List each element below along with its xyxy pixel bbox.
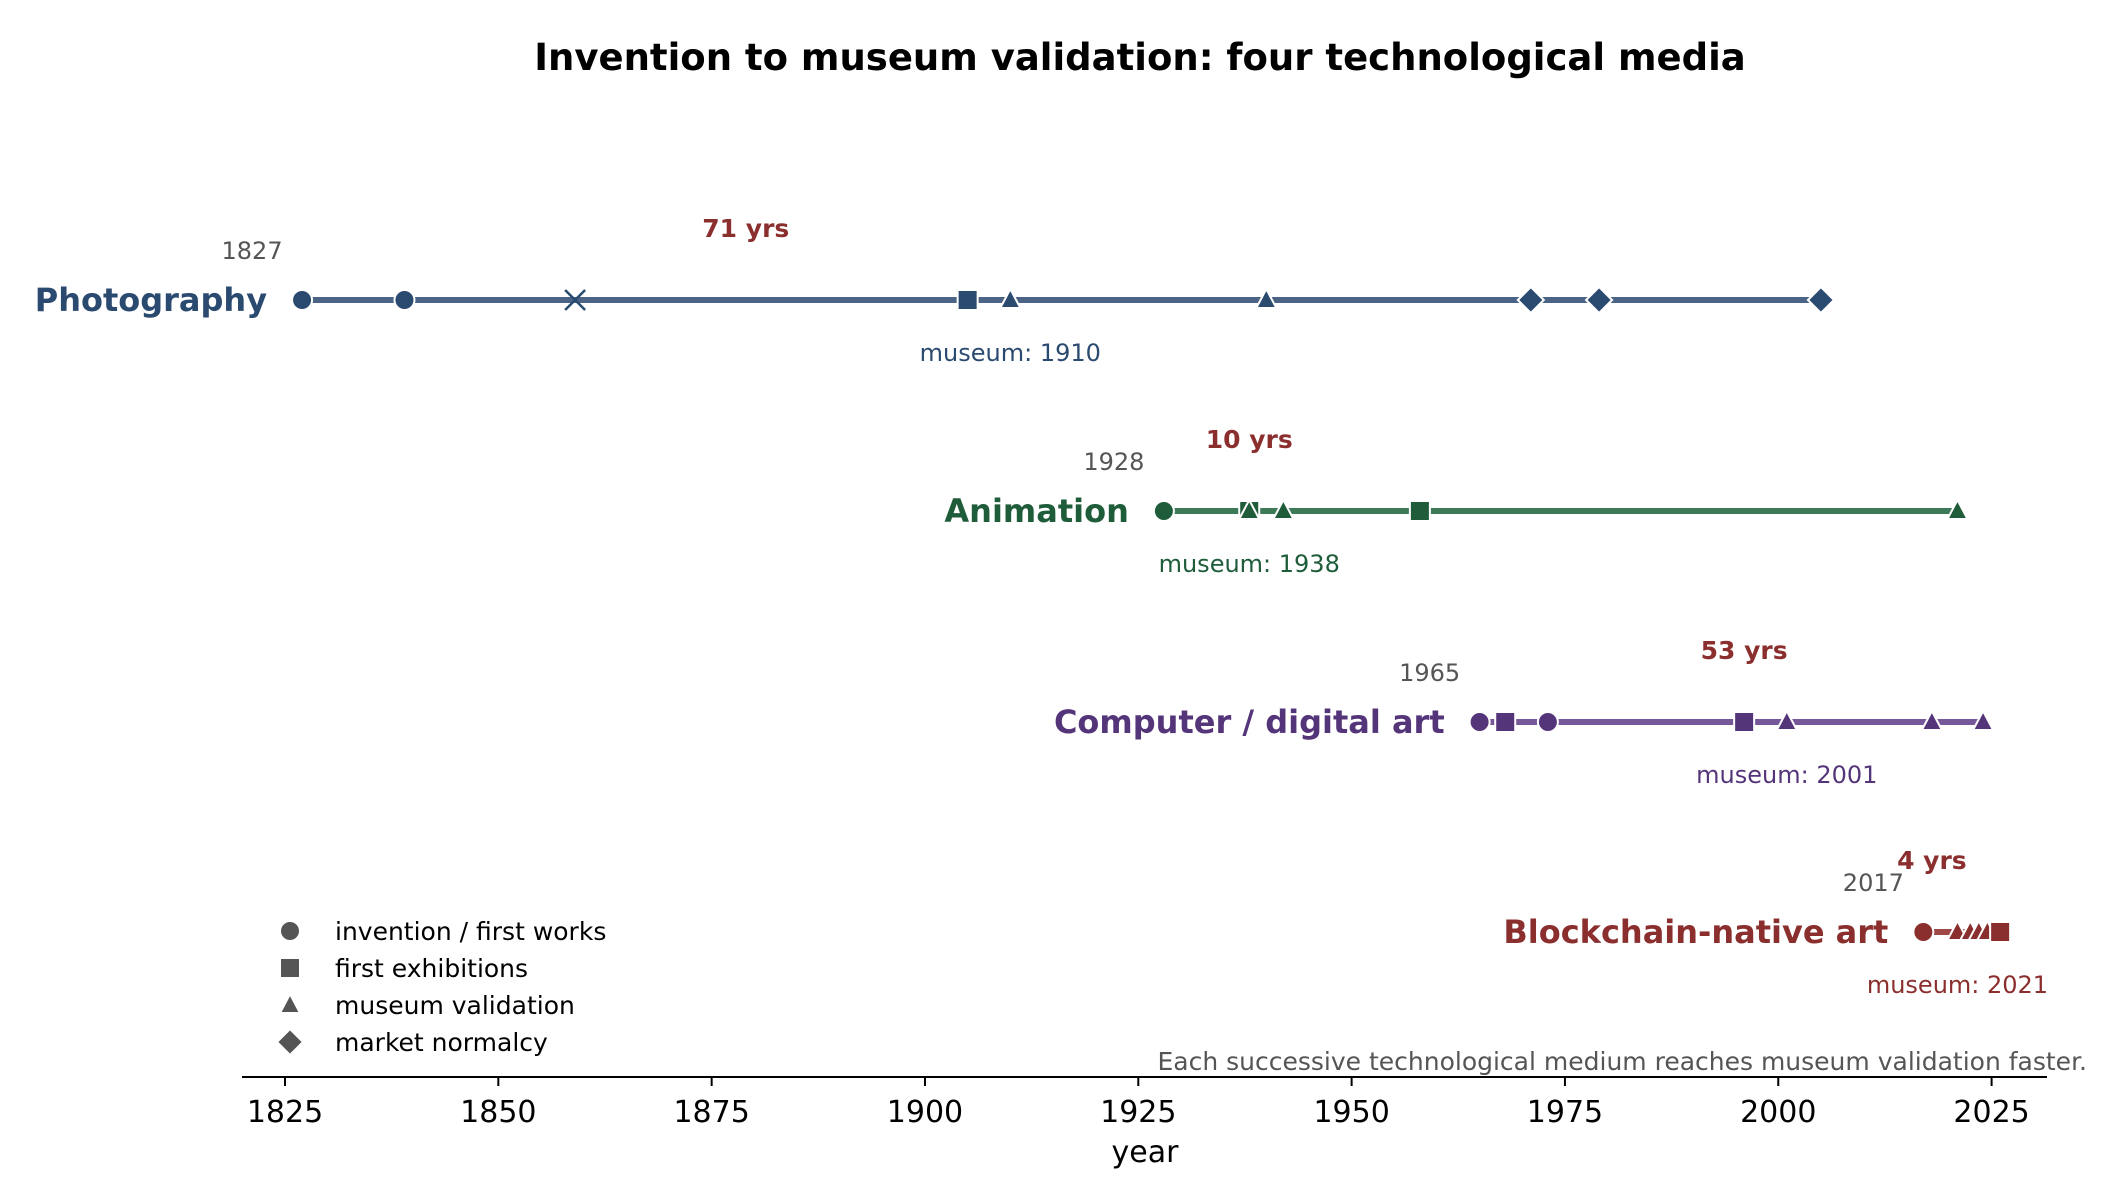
lane-name-label: Animation [944, 492, 1128, 530]
x-tick-label: 1950 [1313, 1095, 1389, 1130]
legend-item-market-normalcy: market normalcy [275, 1027, 548, 1057]
legend-item-first-exhibitions: first exhibitions [279, 954, 528, 983]
triangle-marker [1775, 708, 1799, 731]
gap-years-label: 10 yrs [1206, 425, 1293, 454]
square-marker [1494, 711, 1517, 733]
square-marker [1408, 500, 1431, 522]
start-year-label: 1965 [1399, 659, 1460, 687]
x-tick-label: 1925 [1100, 1095, 1176, 1130]
legend-item-museum-validation: museum validation [278, 991, 575, 1020]
triangle-marker [1237, 497, 1261, 520]
museum-year-label: museum: 1910 [920, 339, 1101, 367]
legend-label: market normalcy [335, 1028, 548, 1057]
x-tick-label: 1850 [460, 1095, 536, 1130]
chart-title: Invention to museum validation: four tec… [534, 36, 1745, 79]
legend-circle-marker [279, 920, 301, 942]
legend-diamond-marker [275, 1027, 305, 1057]
museum-year-label: museum: 2021 [1867, 971, 2048, 999]
triangle-marker [1971, 708, 1995, 731]
x-tick-label: 1900 [887, 1095, 963, 1130]
start-year-label: 2017 [1843, 869, 1904, 897]
museum-year-label: museum: 1938 [1159, 550, 1340, 578]
gap-years-label: 71 yrs [702, 214, 789, 243]
x-tick-label: 2025 [1953, 1095, 2029, 1130]
triangle-marker [1920, 708, 1944, 731]
lanes-layer: Photography 1827 71 yrs museum: 1910 Animati… [35, 214, 2048, 999]
circle-marker [1912, 921, 1935, 943]
diamond-marker [1516, 285, 1546, 315]
x-axis-ticks: 1825 1850 1875 1900 1925 1950 1975 2000 2025 [247, 1077, 2030, 1130]
diamond-marker [1806, 285, 1836, 315]
lane-name-label: Blockchain-native art [1503, 913, 1888, 951]
x-tick-label: 1825 [247, 1095, 323, 1130]
circle-marker [1536, 711, 1559, 733]
lane-photography: Photography 1827 71 yrs museum: 1910 [35, 214, 1836, 367]
legend-item-invention-first-works: invention / first works [279, 917, 606, 946]
square-marker [1733, 711, 1756, 733]
triangle-marker [1945, 497, 1970, 520]
legend-label: first exhibitions [335, 954, 528, 983]
triangle-marker [1254, 286, 1278, 309]
lane-animation: Animation 1928 10 yrs museum: 1938 [944, 425, 1970, 578]
x-axis-label: year [1112, 1135, 1180, 1170]
gap-years-label: 4 yrs [1897, 846, 1967, 875]
lane-computer-digital-art: Computer / digital art 1965 53 yrs museum: … [1054, 636, 1995, 789]
diamond-marker [1584, 285, 1614, 315]
x-marker [564, 289, 587, 311]
triangle-marker [998, 286, 1022, 309]
circle-marker [291, 289, 314, 311]
circle-marker [393, 289, 416, 311]
legend-label: museum validation [335, 991, 575, 1020]
x-axis: 1825 1850 1875 1900 1925 1950 1975 2000 2025 yea… [242, 1076, 2047, 1170]
legend: invention / first works first exhibitions… [275, 917, 606, 1057]
gap-years-label: 53 yrs [1701, 636, 1788, 665]
square-marker [956, 289, 979, 311]
legend-label: invention / first works [335, 917, 606, 946]
museum-year-label: museum: 2001 [1696, 761, 1877, 789]
start-year-label: 1928 [1083, 448, 1144, 476]
start-year-label: 1827 [222, 237, 283, 265]
triangle-marker [1271, 497, 1296, 520]
x-tick-label: 1975 [1527, 1095, 1603, 1130]
lane-name-label: Photography [35, 281, 267, 319]
square-marker [1989, 921, 2012, 943]
circle-marker [1468, 711, 1491, 733]
legend-triangle-marker [278, 991, 302, 1014]
legend-square-marker [279, 957, 301, 979]
chart-caption: Each successive technological medium rea… [1157, 1047, 2087, 1076]
circle-marker [1152, 500, 1175, 522]
x-tick-label: 2000 [1740, 1095, 1816, 1130]
lane-name-label: Computer / digital art [1054, 703, 1445, 741]
x-tick-label: 1875 [673, 1095, 749, 1130]
